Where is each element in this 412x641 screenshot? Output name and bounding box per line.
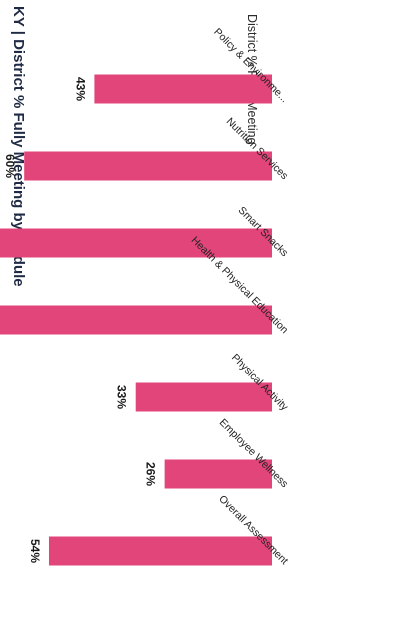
bar-7 bbox=[48, 536, 272, 566]
bar-4 bbox=[0, 305, 272, 335]
bars-group bbox=[0, 74, 272, 566]
data-label-7: 54% bbox=[28, 539, 42, 563]
bar-2 bbox=[24, 151, 272, 181]
data-labels-group: 43%60%67%76%33%26%54% bbox=[3, 77, 158, 563]
bar-5 bbox=[135, 382, 272, 412]
bar-3 bbox=[0, 228, 272, 258]
chart-plot-group: KY | District % Fully Meeting by Module … bbox=[0, 6, 291, 567]
bar-6 bbox=[164, 459, 272, 489]
data-label-1: 43% bbox=[73, 77, 87, 101]
data-label-6: 26% bbox=[144, 462, 158, 486]
chart-title: KY | District % Fully Meeting by Module bbox=[10, 6, 27, 287]
bar-1 bbox=[94, 74, 272, 104]
data-label-5: 33% bbox=[115, 385, 129, 409]
data-label-2: 60% bbox=[3, 154, 17, 178]
